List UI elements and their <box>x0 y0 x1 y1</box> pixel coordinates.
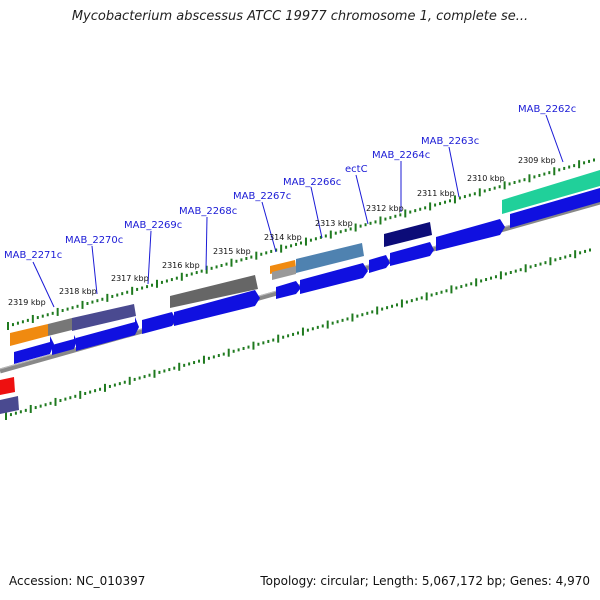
map-title: Mycobacterium abscessus ATCC 19977 chrom… <box>71 9 529 24</box>
gray-feature <box>48 318 72 336</box>
cds-track <box>14 188 600 364</box>
cds-arrow <box>300 263 368 294</box>
orange-feature <box>10 324 48 346</box>
accession-text: Accession: NC_010397 <box>9 574 146 588</box>
cds-arrow <box>390 242 434 266</box>
red-feature <box>0 377 15 395</box>
gray-feature <box>170 275 258 308</box>
lower-tick-track <box>5 248 591 420</box>
gene-label: MAB_2268c <box>179 206 237 217</box>
kbp-label: 2311 kbp <box>417 189 455 198</box>
gene-labels: MAB_2271c MAB_2270c MAB_2269c MAB_2268c … <box>4 104 576 261</box>
navy-feature <box>384 222 432 247</box>
cds-arrow <box>510 188 600 228</box>
gene-label: MAB_2266c <box>283 177 341 188</box>
genome-summary-text: Topology: circular; Length: 5,067,172 bp… <box>260 574 590 588</box>
kbp-label: 2316 kbp <box>162 261 200 270</box>
slate-feature <box>0 396 19 414</box>
cds-arrow <box>76 317 139 351</box>
kbp-label: 2318 kbp <box>59 287 97 296</box>
steel-feature <box>296 243 364 273</box>
gene-label: MAB_2270c <box>65 235 123 246</box>
gene-label: MAB_2269c <box>124 220 182 231</box>
kbp-label: 2314 kbp <box>264 233 302 242</box>
cds-arrow <box>369 255 390 273</box>
gene-label: MAB_2262c <box>518 104 576 115</box>
cds-arrow <box>14 336 54 364</box>
cds-arrow <box>436 219 505 251</box>
gray-feature <box>272 266 296 280</box>
kbp-label: 2317 kbp <box>111 274 149 283</box>
gene-label: ectC <box>345 164 368 175</box>
cds-arrow <box>142 312 176 334</box>
gene-label: MAB_2264c <box>372 150 430 161</box>
teal-feature <box>502 170 600 214</box>
cds-arrow <box>276 281 301 299</box>
kbp-label: 2319 kbp <box>8 298 46 307</box>
upper-tick-track <box>7 158 595 330</box>
cds-arrow <box>52 335 77 355</box>
kbp-label: 2310 kbp <box>467 174 505 183</box>
label-leaders <box>32 114 564 308</box>
gene-label: MAB_2271c <box>4 250 62 261</box>
gene-label: MAB_2267c <box>233 191 291 202</box>
orange-feature <box>270 260 296 274</box>
slate-feature <box>72 304 136 331</box>
feature-track <box>0 170 600 414</box>
cds-arrow <box>174 290 260 326</box>
kbp-labels: 2319 kbp 2318 kbp 2317 kbp 2316 kbp 2315… <box>8 156 556 307</box>
kbp-label: 2312 kbp <box>366 204 404 213</box>
kbp-label: 2315 kbp <box>213 247 251 256</box>
gene-label: MAB_2263c <box>421 136 479 147</box>
kbp-label: 2313 kbp <box>315 219 353 228</box>
kbp-label: 2309 kbp <box>518 156 556 165</box>
